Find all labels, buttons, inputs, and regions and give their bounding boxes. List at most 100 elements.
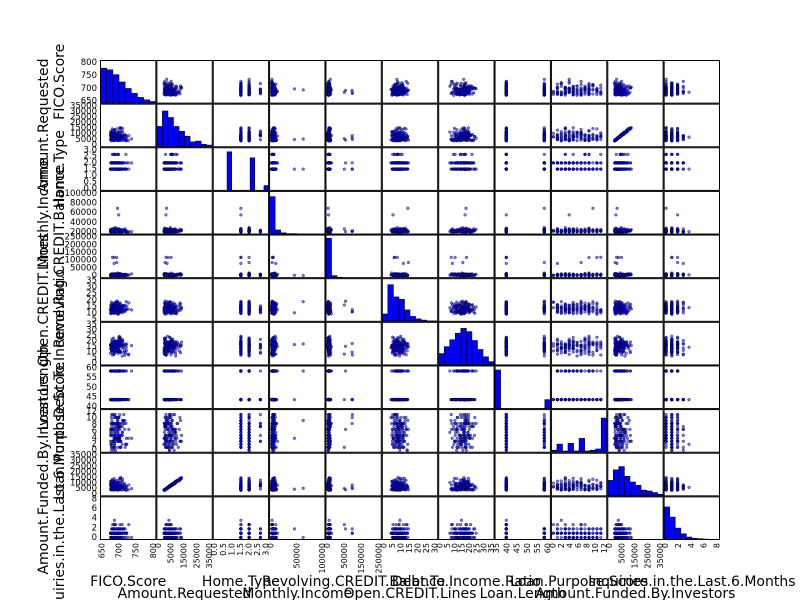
scatter-point (675, 126, 680, 130)
scatter-point (328, 135, 332, 139)
scatter-point (567, 167, 571, 171)
scatter-point (619, 90, 624, 94)
scatter-point (120, 126, 125, 131)
cell-Home.Type-vs-Open.CREDIT.Lines (381, 147, 439, 191)
scatter-point (391, 131, 395, 136)
scatter-point (571, 131, 575, 136)
scatter-point (542, 138, 546, 142)
scatter-point (575, 87, 579, 92)
scatter-point (542, 84, 546, 88)
scatter-point (457, 92, 461, 96)
scatter-point (579, 82, 583, 87)
scatter-point (167, 83, 171, 87)
cell-FICO.Score-vs-Home.Type (212, 60, 270, 104)
scatter-point (343, 138, 348, 142)
scatter-point (504, 161, 508, 165)
scatter-point (579, 79, 583, 83)
scatter-point (115, 131, 120, 135)
scatter-point (165, 77, 169, 81)
scatter-point (473, 167, 477, 171)
scatter-point (449, 134, 454, 138)
scatter-point (171, 152, 175, 156)
histogram-bar (112, 74, 120, 104)
scatter-point (551, 161, 555, 165)
scatter-point (398, 84, 402, 88)
scatter-point (178, 229, 183, 233)
scatter-point (465, 167, 469, 171)
scatter-point (595, 167, 599, 171)
scatter-point (465, 129, 470, 133)
scatter-point (398, 126, 402, 131)
histogram-bar (226, 151, 232, 191)
scatter-point (595, 161, 599, 165)
scatter-point (270, 161, 274, 165)
scatter-point (247, 138, 251, 142)
scatter-point (614, 152, 618, 156)
scatter-point (449, 167, 454, 171)
scatter-point (626, 129, 630, 133)
scatter-point (452, 126, 456, 130)
scatter-point (687, 90, 691, 94)
scatter-point (599, 137, 603, 141)
cell-FICO.Score-vs-Monthly.Income (269, 60, 326, 104)
scatter-point (247, 126, 251, 130)
scatter-point (272, 152, 276, 156)
cell-FICO.Score-vs-FICO.Score (100, 60, 157, 104)
scatter-point (675, 138, 680, 142)
scatter-point (587, 83, 591, 87)
cell-Amount.Requested-vs-Amount.Requested (156, 103, 213, 148)
scatter-point (292, 137, 296, 142)
scatter-point (462, 77, 466, 81)
cell-FICO.Score-vs-Loan.Purpose.Score (550, 60, 608, 104)
scatter-point (559, 90, 563, 94)
scatter-point (555, 128, 559, 132)
scatter-point (579, 127, 583, 132)
scatter-point (613, 167, 618, 171)
scatter-point (617, 83, 621, 87)
scatter-point (504, 82, 508, 87)
cell-Amount.Requested-vs-Open.CREDIT.Lines (381, 103, 439, 148)
scatter-point (567, 81, 571, 85)
cell-Home.Type-vs-Loan.Length (494, 147, 551, 191)
scatter-point (504, 87, 508, 91)
scatter-point (571, 126, 575, 130)
scatter-point (623, 84, 627, 88)
scatter-point (681, 79, 685, 83)
scatter-point (473, 134, 477, 139)
cell-Amount.Requested-vs-Inquiries.in.the.Last.6.Months (663, 103, 720, 148)
scatter-point (591, 161, 595, 165)
histogram-bar (195, 140, 202, 148)
scatter-point (258, 138, 262, 142)
scatter-point (571, 135, 575, 139)
scatter-point (622, 88, 626, 92)
scatter-point (406, 138, 410, 142)
scatter-point (130, 230, 134, 234)
scatter-point (591, 126, 595, 131)
scatter-point (163, 88, 167, 92)
scatter-point (172, 92, 176, 96)
scatter-point (687, 135, 691, 139)
scatter-point (239, 135, 243, 139)
scatter-point (681, 161, 685, 165)
scatter-point (461, 161, 465, 165)
scatter-point (391, 213, 395, 217)
scatter-point (670, 152, 674, 156)
histogram-bar (118, 81, 126, 104)
scatter-point (168, 87, 172, 91)
scatter-point (613, 138, 617, 142)
scatter-point (239, 87, 243, 91)
scatter-point (173, 88, 177, 92)
scatter-point (169, 79, 173, 83)
scatter-point (258, 92, 262, 96)
scatter-point (176, 167, 180, 171)
histogram-bar (269, 196, 276, 235)
scatter-point (449, 91, 453, 96)
scatter-point (392, 161, 396, 165)
scatter-point (619, 161, 624, 165)
scatter-point (247, 230, 251, 234)
scatter-point (542, 152, 546, 156)
scatter-point (559, 130, 563, 134)
scatter-point (342, 227, 346, 231)
scatter-point (583, 87, 587, 91)
